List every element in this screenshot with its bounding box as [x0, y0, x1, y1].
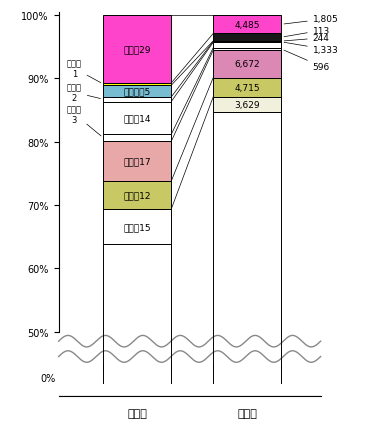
Bar [213, 42, 282, 43]
Text: 家庭科14: 家庭科14 [124, 114, 151, 123]
Bar [213, 34, 282, 42]
Bar [103, 102, 171, 135]
Text: 生徒数: 生徒数 [237, 408, 257, 418]
Bar [103, 135, 171, 142]
Text: 113: 113 [284, 27, 330, 37]
Bar [103, 98, 171, 102]
Text: 4,715: 4,715 [235, 83, 260, 92]
Bar [213, 78, 282, 98]
Text: 商業科17: 商業科17 [124, 157, 151, 166]
Bar [213, 49, 282, 51]
Bar [103, 86, 171, 98]
Bar [103, 181, 171, 209]
Text: 水産科
3: 水産科 3 [67, 105, 101, 137]
Text: 農業科15: 農業科15 [124, 222, 151, 231]
Text: 3,629: 3,629 [235, 101, 260, 110]
Text: 看護科
2: 看護科 2 [67, 83, 100, 103]
Bar [213, 113, 282, 430]
Bar [213, 43, 282, 49]
Text: その他29: その他29 [124, 45, 151, 54]
Text: 0%: 0% [41, 373, 56, 383]
Text: 4,485: 4,485 [235, 21, 260, 30]
Bar [103, 209, 171, 244]
Bar [103, 16, 171, 84]
Text: 学科数: 学科数 [127, 408, 147, 418]
Bar [213, 16, 282, 34]
Text: 福祉科
1: 福祉科 1 [67, 59, 101, 83]
Text: 1,333: 1,333 [284, 43, 339, 55]
Bar [213, 98, 282, 113]
Text: 596: 596 [284, 51, 330, 72]
Text: 6,672: 6,672 [235, 60, 260, 69]
Text: 工業科12: 工業科12 [124, 191, 151, 200]
Bar [103, 244, 171, 430]
Bar [103, 142, 171, 181]
Bar [103, 84, 171, 86]
Text: 総合学科5: 総合学科5 [124, 87, 151, 96]
Text: 1,805: 1,805 [284, 15, 339, 25]
Text: 244: 244 [284, 34, 330, 43]
Bar [213, 51, 282, 78]
